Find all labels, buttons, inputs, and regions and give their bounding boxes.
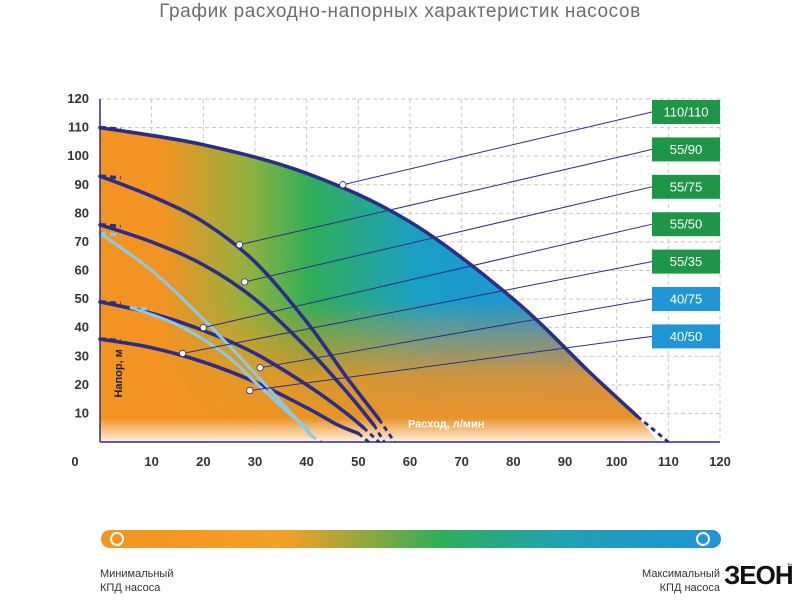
x-tick-label: 70 bbox=[454, 454, 468, 469]
connector-line bbox=[249, 335, 653, 392]
brand-logo: ЗЕОН bbox=[724, 560, 794, 590]
connector-line bbox=[239, 148, 653, 246]
y-tick-label: 100 bbox=[67, 148, 89, 163]
axes: 0 10 20 30 40 50 60 70 80 90 100 110 120 10 20 30 40 50 60… bbox=[67, 91, 731, 469]
x-tick-label: 60 bbox=[403, 454, 417, 469]
curve-end-dash bbox=[377, 418, 396, 443]
x-tick-label: 110 bbox=[658, 454, 679, 469]
curve-end-dash bbox=[636, 415, 670, 444]
y-tick-label: 120 bbox=[67, 91, 89, 106]
y-tick-label: 60 bbox=[75, 263, 89, 278]
x-tick-label: 40 bbox=[299, 454, 313, 469]
pump-label-box bbox=[652, 100, 720, 124]
pump-label-box bbox=[652, 212, 720, 237]
curve-marker bbox=[199, 324, 207, 332]
pump-label-box bbox=[652, 137, 720, 162]
y-tick-label: 10 bbox=[75, 405, 89, 420]
min-efficiency-caption: Минимальный КПД насоса bbox=[100, 567, 173, 595]
curve-marker bbox=[246, 386, 254, 395]
pump-label: 110/110 bbox=[663, 105, 708, 120]
connector-line bbox=[342, 111, 653, 186]
curve-marker bbox=[235, 241, 244, 249]
x-tick-label: 30 bbox=[248, 454, 262, 469]
y-tick-label: 30 bbox=[75, 348, 89, 363]
connector-line bbox=[182, 261, 653, 354]
x-tick-label: 80 bbox=[506, 454, 520, 469]
curve-end-dash bbox=[305, 427, 318, 443]
y-axis-title: Напор, м bbox=[113, 349, 125, 397]
y-tick-label: 90 bbox=[75, 177, 89, 192]
x-tick-label: 0 bbox=[71, 454, 78, 469]
y-tick-label: 110 bbox=[68, 120, 89, 135]
curve-start-dash bbox=[99, 231, 121, 237]
x-tick-label: 50 bbox=[351, 454, 365, 469]
pump-label-box bbox=[652, 174, 720, 199]
efficiency-scale-bar bbox=[101, 530, 721, 548]
pump-curve bbox=[98, 125, 640, 419]
max-efficiency-marker bbox=[696, 532, 710, 546]
pump-curve bbox=[98, 223, 376, 427]
y-tick-label: 20 bbox=[75, 377, 89, 392]
pump-label-box bbox=[652, 249, 720, 274]
min-caption-line1: Минимальный bbox=[100, 568, 174, 580]
pump-label-box bbox=[652, 324, 720, 349]
x-tick-label: 100 bbox=[606, 454, 628, 469]
curve-connectors bbox=[179, 111, 653, 395]
curve-end-dash bbox=[362, 426, 380, 444]
x-tick-label: 20 bbox=[196, 454, 210, 469]
y-tick-label: 70 bbox=[75, 234, 89, 249]
pump-curve bbox=[98, 174, 381, 421]
min-efficiency-marker bbox=[110, 532, 124, 546]
connector-line bbox=[260, 298, 653, 369]
y-tick-label: 40 bbox=[75, 320, 89, 335]
connector-line bbox=[203, 223, 653, 329]
curve-end-dash bbox=[357, 432, 370, 444]
chart-title: График расходно-напорных характеристик н… bbox=[159, 1, 641, 22]
pump-label: 55/75 bbox=[670, 179, 703, 194]
x-tick-label: 10 bbox=[144, 454, 158, 469]
pump-curve-chart: 110/110 55/90 55/75 55/50 55/35 40/75 40/50 0 1… bbox=[67, 91, 731, 469]
y-tick-label: 50 bbox=[75, 291, 89, 306]
pump-labels: 110/110 55/90 55/75 55/50 55/35 40/75 40/50 bbox=[652, 100, 720, 349]
y-tick-label: 80 bbox=[75, 205, 89, 220]
min-caption-line2: КПД насоса bbox=[100, 582, 161, 594]
curve-marker bbox=[179, 349, 187, 357]
bottom-fade bbox=[100, 418, 658, 442]
brand-logo-domain: zeon.ru bbox=[786, 563, 792, 584]
max-efficiency-caption: Максимальный КПД насоса bbox=[590, 567, 720, 595]
pump-curve bbox=[129, 306, 309, 430]
pump-label: 40/75 bbox=[670, 292, 703, 307]
pump-label: 40/50 bbox=[670, 329, 703, 344]
curve-end-dash bbox=[372, 424, 386, 443]
x-tick-label: 90 bbox=[558, 454, 572, 469]
pump-curves bbox=[98, 125, 670, 444]
x-axis-title: Расход, л/мин bbox=[408, 419, 484, 431]
max-caption-line2: КПД насоса bbox=[659, 582, 720, 594]
curve-marker bbox=[339, 181, 347, 189]
pump-label: 55/35 bbox=[670, 254, 703, 269]
connector-line bbox=[244, 186, 653, 283]
efficiency-area bbox=[100, 127, 658, 442]
pump-label: 55/50 bbox=[670, 217, 703, 232]
curve-marker bbox=[256, 364, 264, 372]
curve-marker bbox=[241, 278, 249, 286]
x-tick-label: 120 bbox=[709, 454, 731, 469]
pump-label-box bbox=[652, 287, 720, 311]
max-caption-line1: Максимальный bbox=[642, 568, 720, 580]
pump-label: 55/90 bbox=[670, 142, 703, 157]
